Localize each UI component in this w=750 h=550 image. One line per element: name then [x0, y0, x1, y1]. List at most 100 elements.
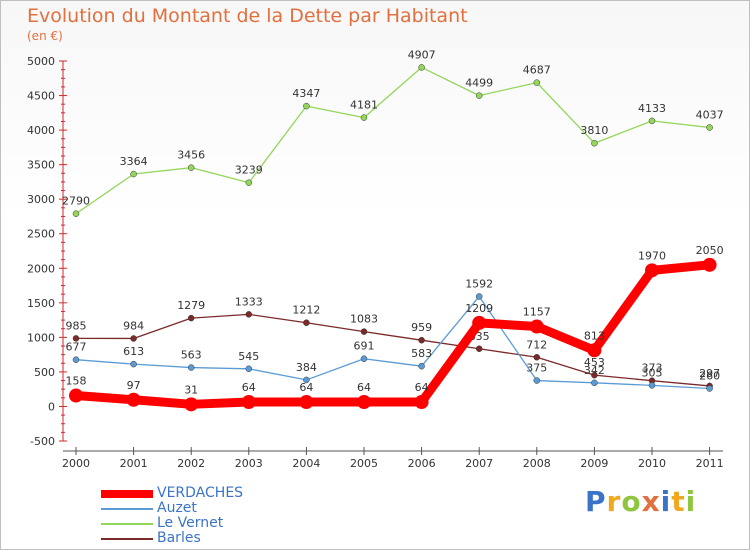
- x-tick-label: 2000: [62, 457, 90, 470]
- data-point: [241, 395, 256, 410]
- data-point: [533, 354, 541, 361]
- data-label: 453: [584, 356, 605, 369]
- y-tick-label: 1000: [27, 331, 55, 344]
- data-label: 64: [357, 381, 371, 394]
- data-label: 373: [642, 362, 663, 375]
- data-label: 158: [66, 375, 87, 388]
- series-line: [71, 260, 715, 409]
- data-label: 813: [584, 329, 605, 342]
- data-label: 1209: [465, 302, 493, 315]
- data-point: [591, 379, 598, 387]
- chart-title: Evolution du Montant de la Dette par Hab…: [27, 5, 468, 27]
- series-line: [75, 295, 711, 390]
- data-point: [303, 376, 310, 384]
- data-point: [245, 311, 253, 318]
- x-tick-label: 2003: [235, 457, 263, 470]
- legend-swatch: [101, 523, 153, 525]
- data-point: [187, 364, 195, 371]
- data-point: [472, 315, 487, 330]
- data-label: 3364: [120, 155, 148, 168]
- data-point: [72, 356, 80, 363]
- data-point: [130, 170, 137, 178]
- data-point: [72, 335, 80, 342]
- data-label: 3810: [580, 124, 608, 137]
- data-label: 712: [526, 338, 547, 351]
- data-label: 4037: [696, 109, 724, 122]
- data-label: 31: [184, 383, 198, 396]
- data-point: [529, 319, 544, 334]
- data-point: [706, 385, 713, 392]
- data-label: 97: [127, 379, 141, 392]
- data-label: 342: [584, 364, 605, 377]
- logo-letter: i: [660, 485, 672, 518]
- data-point: [69, 388, 83, 403]
- x-tick-label: 2010: [638, 457, 666, 470]
- data-label: 3456: [177, 149, 205, 162]
- y-tick-label: 5000: [27, 55, 55, 68]
- data-label: 563: [181, 349, 202, 362]
- logo-letter: i: [685, 485, 697, 518]
- proxiti-logo: Proxiti: [585, 485, 696, 518]
- data-label: 959: [411, 321, 432, 334]
- data-label: 1279: [177, 299, 205, 312]
- y-tick-label: 500: [34, 366, 55, 379]
- data-label: 1333: [235, 295, 263, 308]
- data-label: 691: [354, 340, 375, 353]
- data-point: [303, 319, 310, 326]
- data-point: [126, 392, 141, 407]
- legend-swatch: [101, 538, 153, 540]
- data-label: 1083: [350, 313, 378, 326]
- logo-letter: t: [671, 485, 686, 518]
- x-tick-label: 2007: [465, 457, 493, 470]
- data-point: [418, 336, 425, 344]
- data-point: [360, 355, 368, 362]
- data-point: [533, 377, 541, 384]
- data-label: 583: [411, 347, 432, 360]
- x-tick-label: 2005: [350, 457, 378, 470]
- x-tick-label: 2006: [408, 457, 436, 470]
- data-point: [475, 92, 483, 99]
- data-point: [533, 79, 541, 86]
- data-point: [702, 257, 717, 272]
- data-point: [591, 371, 598, 379]
- y-tick-label: 0: [48, 400, 55, 413]
- data-label: 4347: [292, 87, 320, 100]
- logo-letter: x: [641, 485, 661, 518]
- data-label: 1970: [638, 249, 666, 262]
- data-point: [357, 395, 371, 410]
- data-point: [414, 395, 429, 410]
- y-tick-label: 4500: [27, 90, 55, 103]
- x-tick-label: 2011: [696, 457, 724, 470]
- data-label: 985: [66, 319, 87, 332]
- data-label: 2050: [696, 244, 724, 257]
- y-tick-label: 3000: [27, 193, 55, 206]
- data-label: 4907: [408, 48, 436, 61]
- legend-label: Le Vernet: [157, 515, 224, 531]
- data-point: [648, 117, 656, 125]
- data-point: [418, 64, 425, 71]
- data-label: 64: [299, 381, 313, 394]
- y-tick-label: -500: [30, 435, 55, 448]
- data-label: 4133: [638, 102, 666, 115]
- x-tick-label: 2002: [177, 457, 205, 470]
- data-point: [648, 382, 656, 389]
- y-tick-label: 3500: [27, 159, 55, 172]
- x-tick-label: 2009: [580, 457, 608, 470]
- legend-label: VERDACHES: [157, 485, 244, 501]
- legend-swatch: [101, 490, 153, 498]
- y-tick-label: 1500: [27, 297, 55, 310]
- data-point: [130, 335, 137, 342]
- data-point: [591, 139, 598, 147]
- x-tick-label: 2004: [292, 457, 320, 470]
- data-label: 613: [123, 345, 144, 358]
- data-label: 64: [415, 381, 429, 394]
- legend-swatch: [101, 508, 153, 510]
- logo-letter: o: [621, 485, 642, 518]
- data-label: 4687: [523, 64, 551, 77]
- data-point: [245, 365, 253, 373]
- data-point: [303, 102, 310, 110]
- data-point: [475, 345, 483, 353]
- data-point: [418, 362, 425, 370]
